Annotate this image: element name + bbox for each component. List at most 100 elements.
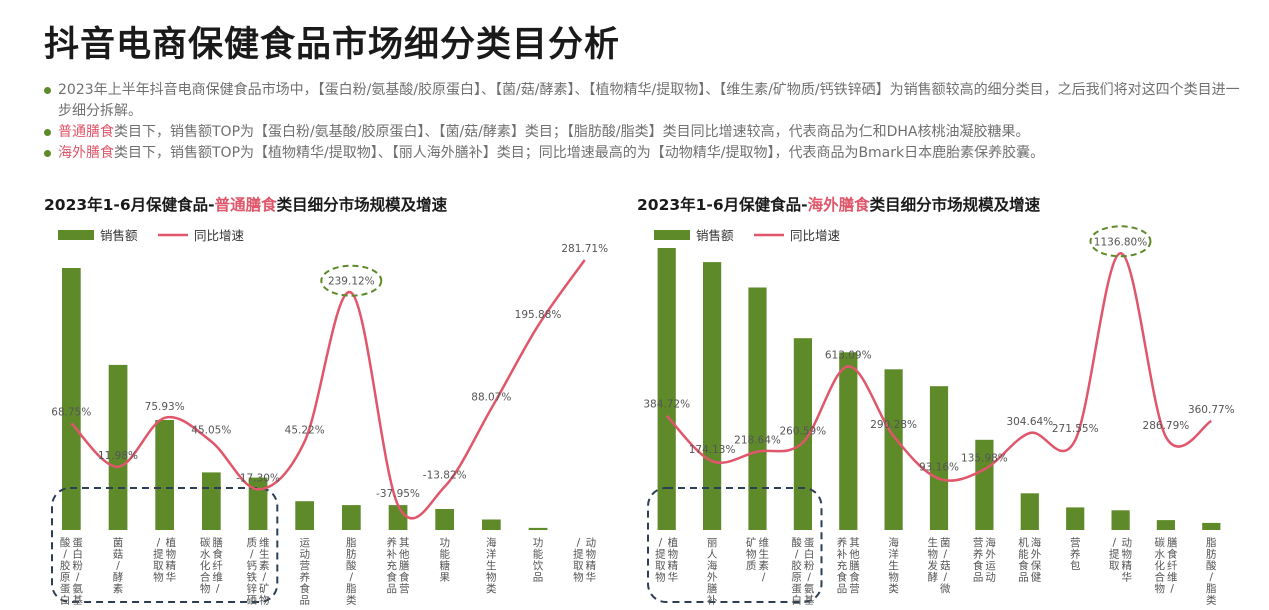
category-label-char: 酵 [113, 572, 124, 584]
category-label-char: 能 [533, 548, 544, 561]
growth-label: 45.05% [191, 425, 231, 437]
category-label-char: 营 [1070, 536, 1081, 549]
category-label-char: 能 [1018, 548, 1029, 561]
category-label-char: 他 [849, 548, 860, 561]
category-label-char: 食 [1167, 548, 1178, 561]
category-label-char: / [1170, 583, 1174, 595]
category-label-char: 运 [985, 560, 996, 572]
category-label-char: 包 [1070, 559, 1081, 572]
category-label-char: 营 [849, 582, 860, 595]
bar-sales [839, 352, 858, 530]
category-label-char: 酸 [1206, 559, 1217, 572]
category-label-char: 碳 [1154, 536, 1165, 549]
legend-bar-swatch [654, 230, 690, 240]
category-label-char: / [944, 572, 948, 584]
category-label-char: 膳 [399, 559, 410, 572]
chart-title-overseas: 2023年1-6月保健食品-海外膳食类目细分市场规模及增速 [637, 193, 1040, 215]
category-label-char: 生 [888, 559, 899, 572]
category-label-char: / [216, 583, 220, 595]
category-label-char: 肪 [346, 548, 357, 561]
growth-label: 195.88% [515, 309, 562, 321]
category-label-char: 养 [387, 536, 398, 549]
bar-sales [793, 338, 812, 530]
category-label-char: 植 [166, 536, 177, 549]
category-label-char: 酸 [346, 559, 357, 572]
category-label-char: 物 [486, 571, 497, 584]
category-label-char: 取 [153, 560, 164, 572]
category-label-char: 菌 [940, 537, 951, 549]
bar-sales [929, 386, 949, 530]
bar-sales [108, 364, 128, 530]
bar-sales [1156, 520, 1175, 530]
bullet-highlight: 海外膳食 [58, 145, 114, 161]
bullet-text: 类目下，销售额TOP为【蛋白粉/氨基酸/胶原蛋白】、【菌/菇/酵素】类目；【脂肪… [114, 124, 1030, 140]
growth-label: 45.22% [285, 424, 325, 436]
growth-label: -13.82% [423, 470, 467, 482]
top-categories-dashed-box [51, 487, 279, 603]
category-label-char: 洋 [888, 548, 899, 561]
bullet-text: 2023年上半年抖音电商保健食品市场中，【蛋白粉/氨基酸/胶原蛋白】、【菌/菇/… [58, 82, 1240, 119]
legend-bar-label: 销售额 [100, 228, 138, 243]
category-label-char: 化 [1154, 559, 1165, 572]
category-label-char: 其 [849, 537, 860, 549]
category-label-char: 氨 [72, 582, 83, 595]
category-label-char: 酸 [791, 536, 802, 549]
category-label-char: 提 [153, 549, 164, 561]
category-label-char: 果 [439, 572, 450, 584]
category-label-char: 物 [655, 571, 666, 584]
category-label-char: 水 [1154, 549, 1165, 561]
category-label-char: 动 [985, 572, 996, 584]
category-label-char: 其 [399, 537, 410, 549]
summary-bullet: 2023年上半年抖音电商保健食品市场中，【蛋白粉/氨基酸/胶原蛋白】、【菌/菇/… [42, 80, 1242, 122]
category-label-char: 品 [1018, 572, 1029, 584]
category-label-char: 海 [1031, 536, 1042, 549]
category-label-char: 补 [387, 548, 398, 561]
category-label-char: 物 [928, 548, 939, 561]
growth-label: 1136.80% [1094, 236, 1147, 248]
category-label-char: 植 [668, 536, 679, 549]
category-label-char: 膳 [707, 582, 718, 595]
growth-label: 360.77% [1188, 404, 1235, 416]
category-label-char: 海 [888, 536, 899, 549]
category-label-char: 维 [758, 536, 769, 549]
category-label-char: 物 [746, 548, 757, 561]
bar-sales [1111, 510, 1130, 530]
category-label-char: 胶 [60, 559, 71, 572]
category-label-char: 白 [72, 548, 83, 561]
category-label-char: 物 [166, 548, 177, 561]
bar-sales [62, 268, 81, 530]
category-label-char: 肪 [1206, 548, 1217, 561]
growth-label: 239.12% [328, 276, 375, 288]
growth-label: 174.13% [689, 444, 736, 456]
category-label-char: 外 [707, 572, 718, 584]
category-label-char: 养 [1070, 548, 1081, 561]
category-label-char: 物 [586, 548, 597, 561]
category-label-char: 取 [573, 560, 584, 572]
category-label-char: 外 [985, 549, 996, 561]
category-label-char: 脂 [346, 582, 357, 595]
category-label-char: 物 [200, 582, 211, 595]
category-label-char: 物 [1122, 548, 1133, 561]
category-label-char: 补 [837, 548, 848, 561]
category-label-char: / [659, 537, 663, 549]
category-label-char: 脂 [346, 536, 357, 549]
category-label-char: 取 [1109, 560, 1120, 572]
category-label-char: 糖 [439, 559, 450, 572]
category-label-char: 酵 [928, 572, 939, 584]
category-label-char: 物 [668, 548, 679, 561]
growth-line [70, 259, 586, 520]
category-label-char: 物 [573, 571, 584, 584]
category-label-char: 提 [1109, 549, 1120, 561]
growth-label: 75.93% [145, 401, 185, 413]
category-label-char: 动 [1122, 537, 1133, 549]
category-label-char: 生 [486, 559, 497, 572]
category-label-char: 精 [166, 559, 177, 572]
category-label-char: 提 [573, 549, 584, 561]
category-label-char: 钙 [247, 559, 258, 572]
category-label-char: 海 [707, 559, 718, 572]
category-label-char: 食 [849, 571, 860, 584]
category-label-char: 粉 [804, 559, 815, 572]
category-label-char: 素 [113, 582, 124, 595]
category-label-char: 维 [1167, 571, 1178, 584]
category-label-char: 白 [60, 594, 71, 607]
